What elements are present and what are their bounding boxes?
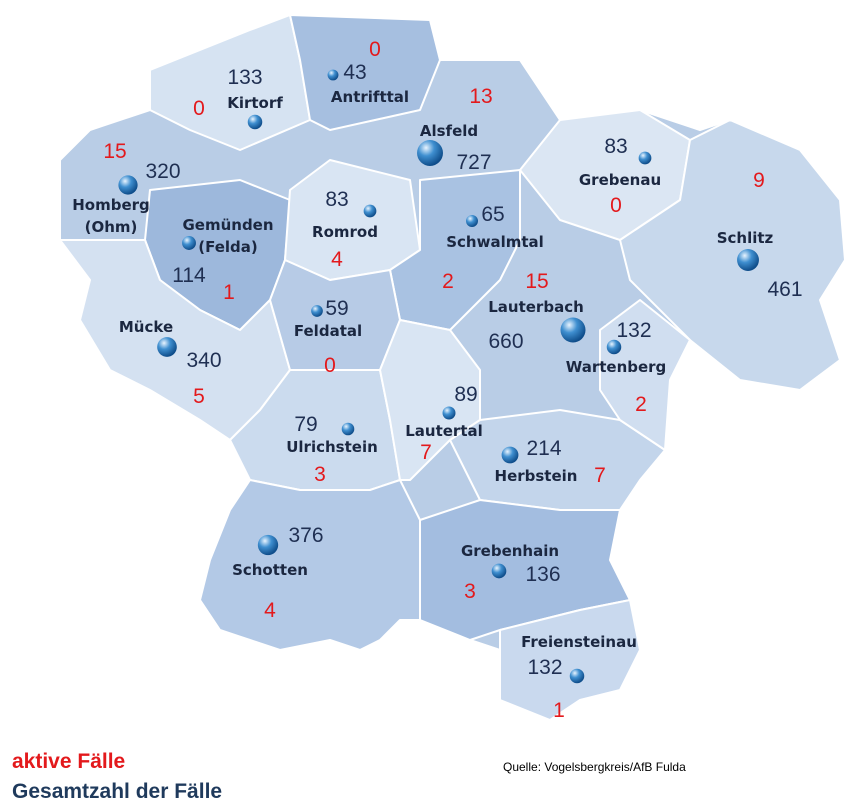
municipality-name: Herbstein — [494, 467, 578, 485]
total-cases: 65 — [481, 203, 505, 226]
active-cases: 7 — [420, 441, 432, 464]
active-cases: 0 — [193, 97, 205, 120]
municipality-name: Lauterbach — [488, 298, 584, 316]
municipality-name: Romrod — [312, 223, 378, 241]
case-bubble — [638, 151, 652, 165]
active-cases: 4 — [331, 248, 343, 271]
total-cases: 79 — [294, 413, 318, 436]
source-note: Quelle: Vogelsbergkreis/AfB Fulda — [503, 760, 686, 774]
active-cases: 7 — [594, 464, 606, 487]
total-cases: 320 — [145, 160, 181, 183]
municipality-name: Wartenberg — [565, 358, 667, 376]
municipality-name: Ulrichstein — [286, 438, 378, 456]
case-bubble — [501, 446, 519, 464]
total-cases: 340 — [186, 349, 222, 372]
active-cases: 15 — [103, 140, 127, 163]
case-bubble — [327, 69, 339, 81]
total-cases: 214 — [526, 437, 562, 460]
case-bubble — [417, 140, 443, 166]
total-cases: 89 — [454, 383, 478, 406]
total-cases: 136 — [525, 563, 561, 586]
municipality-name: Feldatal — [293, 322, 363, 340]
case-bubble — [560, 317, 586, 343]
case-bubble — [737, 249, 759, 271]
case-bubble — [606, 339, 622, 355]
case-bubble — [442, 406, 456, 420]
case-bubble — [341, 422, 355, 436]
case-bubble — [118, 175, 138, 195]
legend-active: aktive Fälle — [12, 750, 126, 773]
total-cases: 83 — [604, 135, 628, 158]
case-bubble — [182, 236, 196, 250]
total-cases: 376 — [288, 524, 324, 547]
district-shape — [59, 14, 846, 721]
case-bubble — [363, 204, 377, 218]
municipality-name: Freiensteinau — [521, 633, 637, 651]
case-bubble — [247, 114, 263, 130]
municipality-name: Grebenhain — [460, 542, 560, 560]
active-cases: 3 — [314, 463, 326, 486]
active-cases: 9 — [753, 169, 765, 192]
total-cases: 132 — [616, 319, 652, 342]
active-cases: 0 — [610, 194, 622, 217]
active-cases: 13 — [469, 85, 493, 108]
total-cases: 660 — [488, 330, 524, 353]
municipality-name: Gemünden (Felda) — [182, 216, 274, 256]
total-cases: 133 — [227, 66, 263, 89]
case-bubble — [257, 534, 279, 556]
active-cases: 4 — [264, 599, 276, 622]
active-cases: 0 — [369, 38, 381, 61]
active-cases: 2 — [635, 393, 647, 416]
municipality-name: Schlitz — [716, 229, 774, 247]
active-cases: 15 — [525, 270, 549, 293]
municipality-name: Mücke — [118, 318, 174, 336]
case-bubble — [157, 337, 177, 357]
case-bubble — [569, 668, 585, 684]
total-cases: 83 — [325, 188, 349, 211]
municipality-name: Schwalmtal — [446, 233, 544, 251]
municipality-name: Alsfeld — [419, 122, 479, 140]
municipality-name: Schotten — [232, 561, 308, 579]
total-cases: 114 — [172, 264, 206, 287]
total-cases: 43 — [343, 61, 367, 84]
case-bubble — [491, 563, 507, 579]
municipality-name: Kirtorf — [227, 94, 283, 112]
total-cases: 461 — [767, 278, 803, 301]
active-cases: 3 — [464, 580, 476, 603]
total-cases: 727 — [456, 151, 492, 174]
municipality-name: Grebenau — [578, 171, 662, 189]
municipality-name: Antrifttal — [330, 88, 410, 106]
case-bubble — [311, 305, 323, 317]
bubble-layer — [118, 69, 759, 684]
active-cases: 1 — [223, 281, 235, 304]
case-bubble — [466, 215, 478, 227]
active-cases: 1 — [553, 699, 565, 722]
legend-total: Gesamtzahl der Fälle — [12, 780, 223, 803]
total-cases: 59 — [325, 297, 349, 320]
active-cases: 2 — [442, 270, 454, 293]
active-cases: 5 — [193, 385, 205, 408]
municipality-name: Lautertal — [405, 422, 483, 440]
total-cases: 132 — [527, 656, 563, 679]
active-cases: 0 — [324, 354, 336, 377]
municipality-name: Homberg (Ohm) — [72, 196, 150, 236]
